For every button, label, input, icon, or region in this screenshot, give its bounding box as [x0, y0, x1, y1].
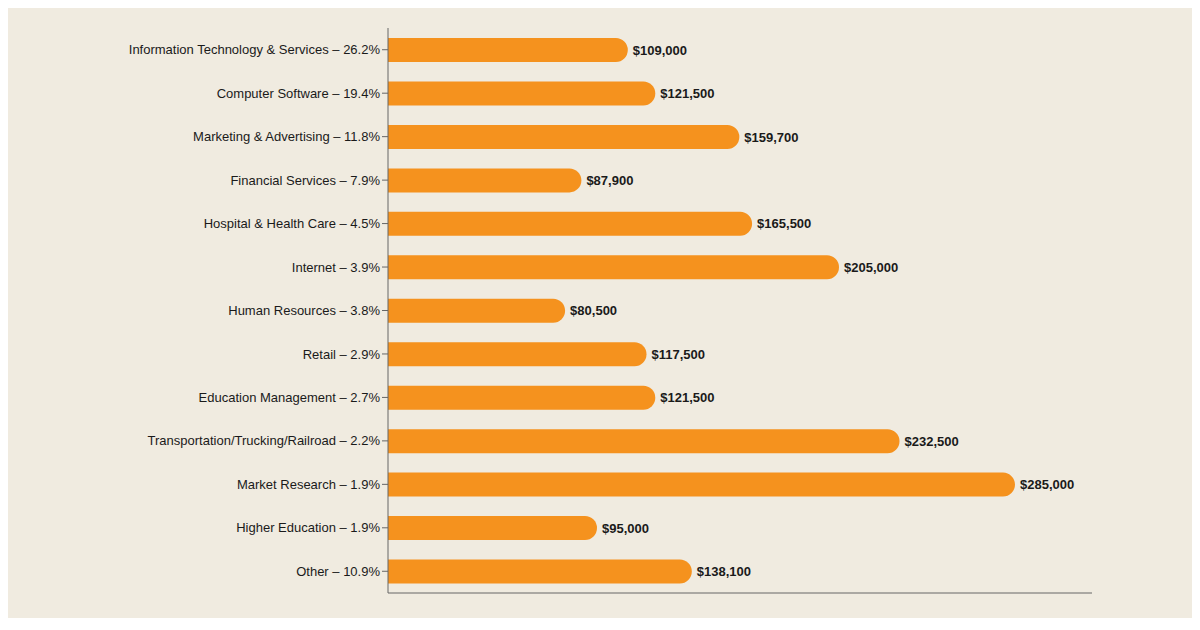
svg-text:Education Management – 2.7%: Education Management – 2.7% [199, 390, 381, 405]
svg-text:$165,500: $165,500 [757, 216, 811, 231]
svg-text:$138,100: $138,100 [697, 564, 751, 579]
svg-text:$117,500: $117,500 [652, 347, 706, 362]
svg-text:$121,500: $121,500 [660, 86, 714, 101]
svg-text:Other – 10.9%: Other – 10.9% [296, 564, 380, 579]
svg-text:$80,500: $80,500 [570, 303, 617, 318]
svg-text:$205,000: $205,000 [844, 260, 898, 275]
svg-text:Computer Software – 19.4%: Computer Software – 19.4% [217, 86, 381, 101]
svg-text:Marketing & Advertising – 11.8: Marketing & Advertising – 11.8% [193, 129, 380, 144]
svg-text:$109,000: $109,000 [633, 43, 687, 58]
svg-text:Human Resources – 3.8%: Human Resources – 3.8% [228, 303, 380, 318]
svg-text:$232,500: $232,500 [905, 434, 959, 449]
svg-text:Higher Education – 1.9%: Higher Education – 1.9% [236, 520, 380, 535]
svg-text:Market Research – 1.9%: Market Research – 1.9% [237, 477, 381, 492]
svg-text:Financial Services – 7.9%: Financial Services – 7.9% [230, 173, 380, 188]
svg-text:Internet – 3.9%: Internet – 3.9% [292, 260, 381, 275]
svg-text:Hospital & Health Care – 4.5%: Hospital & Health Care – 4.5% [204, 216, 381, 231]
svg-text:Transportation/Trucking/Railro: Transportation/Trucking/Railroad – 2.2% [148, 433, 381, 448]
svg-text:$159,700: $159,700 [744, 130, 798, 145]
svg-text:$95,000: $95,000 [602, 521, 649, 536]
svg-text:Information Technology & Servi: Information Technology & Services – 26.2… [129, 42, 381, 57]
svg-text:$285,000: $285,000 [1020, 477, 1074, 492]
svg-text:$87,900: $87,900 [586, 173, 633, 188]
svg-text:Retail – 2.9%: Retail – 2.9% [303, 347, 381, 362]
svg-text:$121,500: $121,500 [660, 390, 714, 405]
